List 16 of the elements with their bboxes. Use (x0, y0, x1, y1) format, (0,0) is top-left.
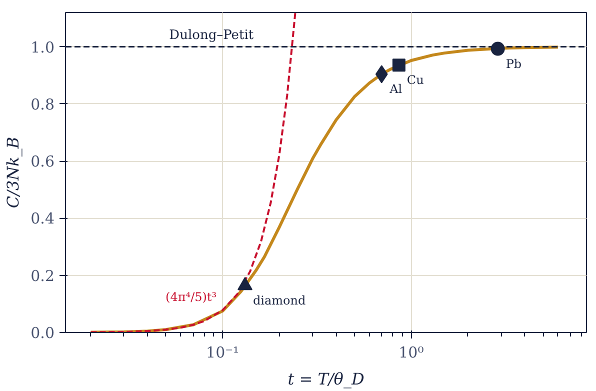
x-axis-title: t = T/θ_D (288, 370, 364, 388)
y-tick-label: 0.6 (30, 152, 55, 171)
series-label: (4π⁴/5)t³ (166, 290, 217, 304)
series-label: Al (388, 82, 402, 96)
y-tick-label: 0.2 (30, 266, 55, 285)
series-label: diamond (252, 294, 306, 308)
x-tick-label: 10⁻¹ (206, 344, 240, 362)
y-tick-label: 0.4 (30, 210, 55, 228)
y-tick-label: 0.0 (30, 324, 55, 342)
x-tick-label: 10⁰ (398, 344, 424, 362)
series-label: Cu (406, 73, 424, 88)
y-tick-label: 0.8 (30, 95, 55, 114)
ref-line-label: Dulong–Petit (169, 28, 254, 43)
series-label: Pb (506, 56, 522, 71)
y-tick-label: 1.0 (30, 38, 55, 56)
y-axis-title: C/3Nk_B (4, 136, 23, 208)
